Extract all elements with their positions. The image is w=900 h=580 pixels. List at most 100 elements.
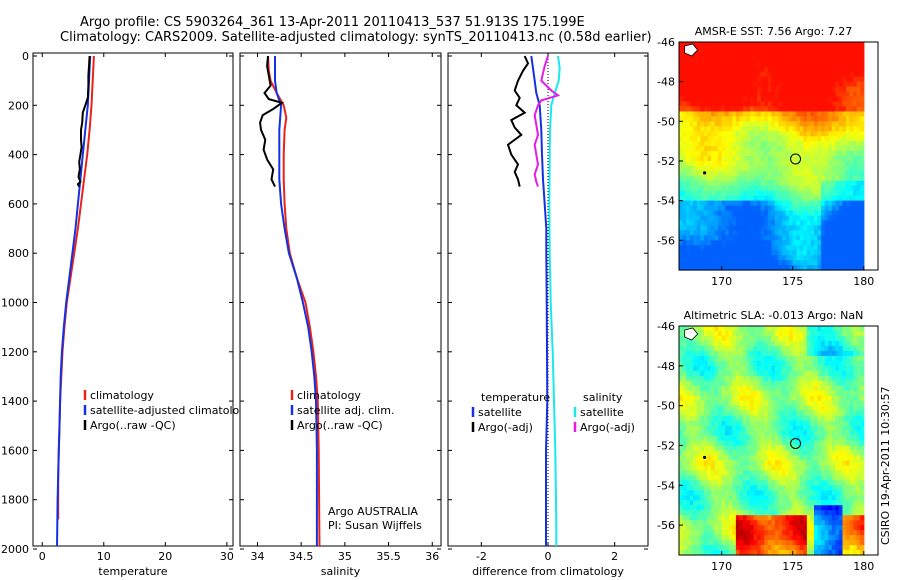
sla_map-heatmap-cell (764, 400, 769, 407)
sla_map-heatmap-cell (735, 545, 741, 551)
sst_map-heatmap-cell (828, 200, 833, 207)
sla_map-heatmap-cell (718, 470, 723, 476)
sla_map-heatmap-cell (853, 465, 858, 471)
sst_map-heatmap-cell (835, 195, 840, 202)
sla_map-heatmap-cell (735, 515, 741, 521)
sla_map-heatmap-cell (718, 420, 723, 427)
sst_map-heatmap-cell (835, 116, 840, 122)
sst_map-heatmap-cell (796, 76, 801, 83)
sla_map-heatmap-cell (679, 455, 684, 461)
sst_map-heatmap-cell (799, 81, 804, 88)
sst_map-heatmap-cell (821, 175, 826, 182)
sst_map-heatmap-cell (821, 126, 826, 132)
sla_map-heatmap-cell (686, 390, 691, 397)
sla_map-heatmap-cell (782, 470, 787, 476)
sst_map-heatmap-cell (806, 151, 812, 157)
sla_map-heatmap-cell (760, 550, 765, 556)
sla_map-heatmap-cell (760, 460, 765, 466)
sst_map-heatmap-cell (707, 195, 712, 202)
sla_map-heatmap-cell (853, 510, 858, 516)
sla_map-heatmap-cell (849, 470, 854, 476)
sla_map-heatmap-cell (732, 345, 737, 352)
sst_map-heatmap-cell (760, 111, 765, 117)
sst_map-heatmap-cell (789, 230, 794, 236)
sst_map-heatmap-cell (682, 56, 687, 63)
sst_map-heatmap-cell (771, 121, 776, 127)
sst_map-heatmap-cell (828, 126, 833, 132)
sla_map-heatmap-cell (693, 470, 698, 476)
sst_map-heatmap-cell (860, 220, 865, 226)
sst_map-heatmap-cell (856, 81, 861, 88)
sst_map-heatmap-cell (728, 200, 733, 207)
sla_map-heatmap-cell (718, 530, 723, 536)
sla_map-heatmap-cell (703, 400, 709, 407)
sla_map-heatmap-cell (814, 465, 819, 471)
sla_map-heatmap-cell (774, 340, 780, 347)
sla_map-heatmap-cell (739, 465, 744, 471)
sst_map-heatmap-cell (718, 51, 723, 58)
sst_map-heatmap-cell (686, 240, 691, 246)
sla_map-heatmap-cell (810, 445, 815, 452)
figure-title-line-1: Argo profile: CS 5903264_361 13-Apr-2011… (80, 15, 585, 30)
sla_map-heatmap-cell (707, 520, 712, 526)
sst_map-heatmap-cell (785, 250, 790, 256)
temperature-xtick-label: 30 (220, 550, 234, 563)
sst_map-heatmap-cell (757, 101, 762, 108)
sla_map-heatmap-cell (721, 430, 726, 437)
sst_map-heatmap-cell (824, 230, 829, 236)
sla_map-heatmap-cell (810, 525, 815, 531)
sla_map-heatmap-cell (728, 350, 733, 357)
sla_map-heatmap-cell (750, 350, 755, 357)
sst_map-heatmap-cell (814, 136, 819, 142)
sla_map-heatmap-cell (689, 550, 694, 556)
sst_map-heatmap-cell (821, 42, 826, 48)
sst_map-heatmap-cell (806, 200, 812, 207)
sst_map-heatmap-cell (746, 146, 751, 152)
sla_map-heatmap-cell (728, 375, 733, 382)
sla_map-heatmap-cell (728, 415, 733, 422)
sla_map-heatmap-cell (814, 326, 819, 332)
sst_map-heatmap-cell (789, 250, 794, 256)
sst_map-heatmap-cell (860, 96, 865, 103)
sst_map-heatmap-cell (686, 86, 691, 93)
sst_map-heatmap-cell (782, 66, 787, 73)
sla_map-heatmap-cell (767, 435, 772, 442)
sst_map-heatmap-cell (714, 180, 719, 187)
sst_map-heatmap-cell (728, 141, 733, 147)
sst_map-heatmap-cell (764, 200, 769, 207)
sst_map-heatmap-cell (711, 111, 716, 117)
sla_map-heatmap-cell (771, 500, 776, 506)
sst_map-heatmap-cell (782, 121, 787, 127)
sla_map-heatmap-cell (746, 540, 751, 546)
sla_map-heatmap-cell (753, 355, 758, 362)
sla_map-heatmap-cell (732, 535, 737, 541)
sst_map-heatmap-cell (814, 111, 819, 117)
sla_map-heatmap-cell (828, 331, 833, 337)
sla_map-heatmap-cell (853, 450, 858, 457)
sst_map-heatmap-cell (739, 86, 744, 93)
sla_map-heatmap-cell (814, 365, 819, 372)
sst_map-heatmap-cell (838, 86, 844, 93)
difference-legend-group-title: salinity (583, 391, 623, 404)
sst_map-heatmap-cell (803, 195, 808, 202)
sla_map-heatmap-cell (789, 326, 794, 332)
sst_map-heatmap-cell (810, 230, 815, 236)
sla_map-heatmap-cell (806, 540, 812, 546)
sst_map-heatmap-cell (774, 131, 780, 137)
sst_map-heatmap-cell (785, 51, 790, 58)
sst_map-heatmap-cell (853, 61, 858, 68)
sst_map-heatmap-cell (803, 205, 808, 212)
sla_map-heatmap-cell (846, 410, 851, 417)
sla_map-heatmap-cell (757, 440, 762, 447)
sla_map-heatmap-cell (718, 475, 723, 481)
sla_map-heatmap-cell (703, 450, 709, 457)
sla_map-heatmap-cell (757, 550, 762, 556)
sst_map-heatmap-cell (831, 235, 836, 241)
sla_map-heatmap-cell (700, 380, 705, 387)
sla_map-heatmap-cell (817, 380, 822, 387)
sla_map-heatmap-cell (696, 425, 701, 432)
sst_map-heatmap-cell (743, 91, 748, 98)
sla_map-heatmap-cell (814, 340, 819, 347)
sla_map-heatmap-cell (799, 485, 804, 491)
sst_map-heatmap-cell (707, 220, 712, 226)
